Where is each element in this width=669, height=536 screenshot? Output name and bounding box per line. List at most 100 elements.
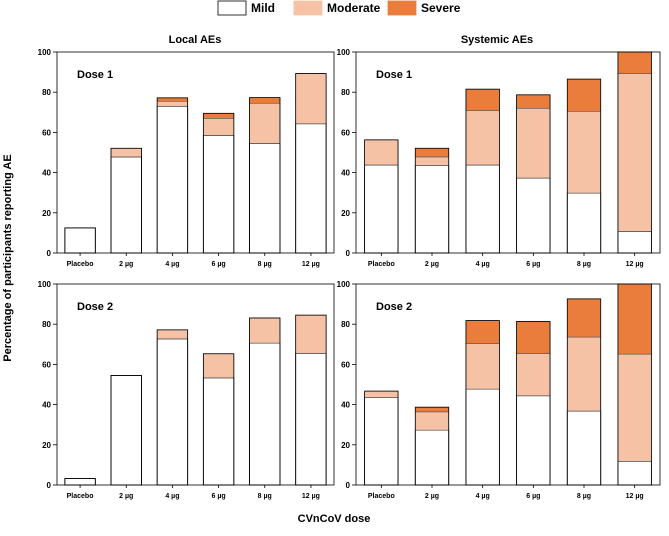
bar-segment-moderate	[249, 102, 281, 144]
y-tick-label: 80	[341, 88, 350, 97]
bar-segment-moderate	[566, 110, 602, 194]
bar-segment-severe	[465, 320, 500, 344]
panels: 0 20 40 60 80 100 Dose 1 Placebo 2 µg 4 µg 6 µg 8 µ…	[38, 48, 661, 500]
dose-label: Dose 2	[77, 301, 113, 313]
x-tick-label: 2 µg	[425, 493, 439, 500]
x-tick-label: 4 µg	[165, 493, 179, 500]
y-tick-label: 0	[47, 481, 52, 490]
legend-label-mild: Mild	[251, 1, 275, 15]
plot-frame	[56, 283, 335, 486]
bar-segment-mild	[249, 342, 281, 486]
panel-1: 0 20 40 60 80 100 Dose 1 Placebo 2 µg 4 µg 6 µg 8 µ…	[38, 48, 335, 268]
x-tick-label: 8 µg	[577, 261, 591, 268]
bar-segment-mild	[295, 352, 327, 486]
y-tick-label: 100	[38, 280, 52, 289]
bar-segment-mild	[414, 429, 450, 486]
y-tick-label: 20	[42, 209, 51, 218]
y-tick-label: 0	[346, 481, 351, 490]
bar-segment-moderate	[203, 118, 235, 136]
x-tick-label: 6 µg	[212, 261, 226, 268]
bar-segment-mild	[364, 164, 399, 254]
x-tick-label: 8 µg	[258, 261, 272, 268]
legend-label-moderate: Moderate	[327, 1, 381, 15]
x-tick-label: 2 µg	[119, 493, 133, 500]
y-tick-label: 40	[42, 169, 51, 178]
x-tick-label: 6 µg	[526, 261, 540, 268]
panel-2: 0 20 40 60 80 100 Dose 1 Placebo 2 µg 4 µg 6 µg 8 µ…	[337, 48, 661, 268]
bar-segment-severe	[249, 97, 281, 104]
x-tick-label: Placebo	[67, 493, 94, 500]
bar-segment-moderate	[414, 411, 450, 431]
bar-segment-moderate	[156, 329, 188, 340]
legend-swatch-severe	[387, 0, 417, 16]
bar-segment-severe	[414, 406, 450, 413]
bar-segment-mild	[566, 192, 602, 254]
x-tick-label: 2 µg	[119, 261, 133, 268]
dose-label: Dose 1	[376, 69, 412, 81]
x-tick-label: 6 µg	[526, 493, 540, 500]
y-tick-label: 40	[341, 401, 350, 410]
legend-swatch-moderate	[293, 0, 323, 16]
bar-segment-severe	[617, 51, 652, 74]
x-tick-label: 8 µg	[258, 493, 272, 500]
bar-segment-mild	[64, 227, 96, 254]
y-tick-label: 80	[341, 320, 350, 329]
y-tick-label: 0	[346, 249, 351, 258]
y-tick-label: 100	[38, 48, 52, 57]
bar-segment-mild	[516, 395, 551, 486]
bar-segment-moderate	[465, 110, 500, 166]
x-tick-label: 4 µg	[476, 261, 490, 268]
bar-segment-moderate	[465, 343, 500, 390]
x-tick-label: 8 µg	[577, 493, 591, 500]
x-tick-label: Placebo	[368, 493, 395, 500]
bar-segment-mild	[465, 164, 500, 254]
x-tick-label: 12 µg	[626, 261, 644, 268]
y-tick-label: 60	[341, 128, 350, 137]
y-tick-label: 20	[42, 441, 51, 450]
dose-label: Dose 1	[77, 69, 113, 81]
x-tick-label: 12 µg	[302, 493, 320, 500]
bar-segment-mild	[202, 377, 235, 486]
bar-segment-severe	[156, 97, 188, 102]
bar-segment-mild	[295, 123, 327, 254]
bar-segment-severe	[414, 147, 450, 158]
bar-segment-severe	[566, 78, 602, 112]
bar-segment-mild	[617, 231, 652, 254]
plot-frame	[56, 51, 335, 254]
column-title-systemic: Systemic AEs	[461, 34, 533, 46]
legend: Mild Moderate Severe	[217, 0, 461, 16]
plot-frame	[355, 51, 661, 254]
x-tick-label: 4 µg	[165, 261, 179, 268]
y-tick-label: 80	[42, 320, 51, 329]
y-tick-label: 0	[47, 249, 52, 258]
bar-segment-moderate	[295, 73, 327, 125]
bar-segment-mild	[566, 410, 602, 486]
legend-swatch-mild	[217, 0, 247, 16]
x-tick-label: 6 µg	[212, 493, 226, 500]
bar-segment-mild	[249, 143, 281, 254]
column-title-local: Local AEs	[169, 34, 222, 46]
bar-segment-severe	[617, 283, 652, 355]
bar-segment-moderate	[249, 317, 281, 344]
panel-3: 0 20 40 60 80 100 Dose 2 Placebo 2 µg 4 µg 6 µg 8 µ…	[38, 280, 335, 500]
bar-segment-mild	[110, 156, 142, 254]
y-tick-label: 40	[341, 169, 350, 178]
x-tick-label: Placebo	[67, 261, 94, 268]
x-tick-label: 2 µg	[425, 261, 439, 268]
y-tick-label: 60	[42, 128, 51, 137]
y-tick-label: 20	[341, 209, 350, 218]
bar-segment-moderate	[414, 156, 450, 166]
bar-segment-mild	[465, 388, 500, 486]
x-tick-label: Placebo	[368, 261, 395, 268]
y-axis-title: Percentage of participants reporting AE	[2, 154, 14, 361]
y-tick-label: 80	[42, 88, 51, 97]
bar-segment-moderate	[617, 353, 652, 462]
y-tick-label: 100	[337, 48, 351, 57]
legend-label-severe: Severe	[421, 1, 461, 15]
bar-segment-mild	[202, 135, 235, 254]
y-tick-label: 100	[337, 280, 351, 289]
y-tick-label: 60	[341, 360, 350, 369]
y-tick-label: 20	[341, 441, 350, 450]
